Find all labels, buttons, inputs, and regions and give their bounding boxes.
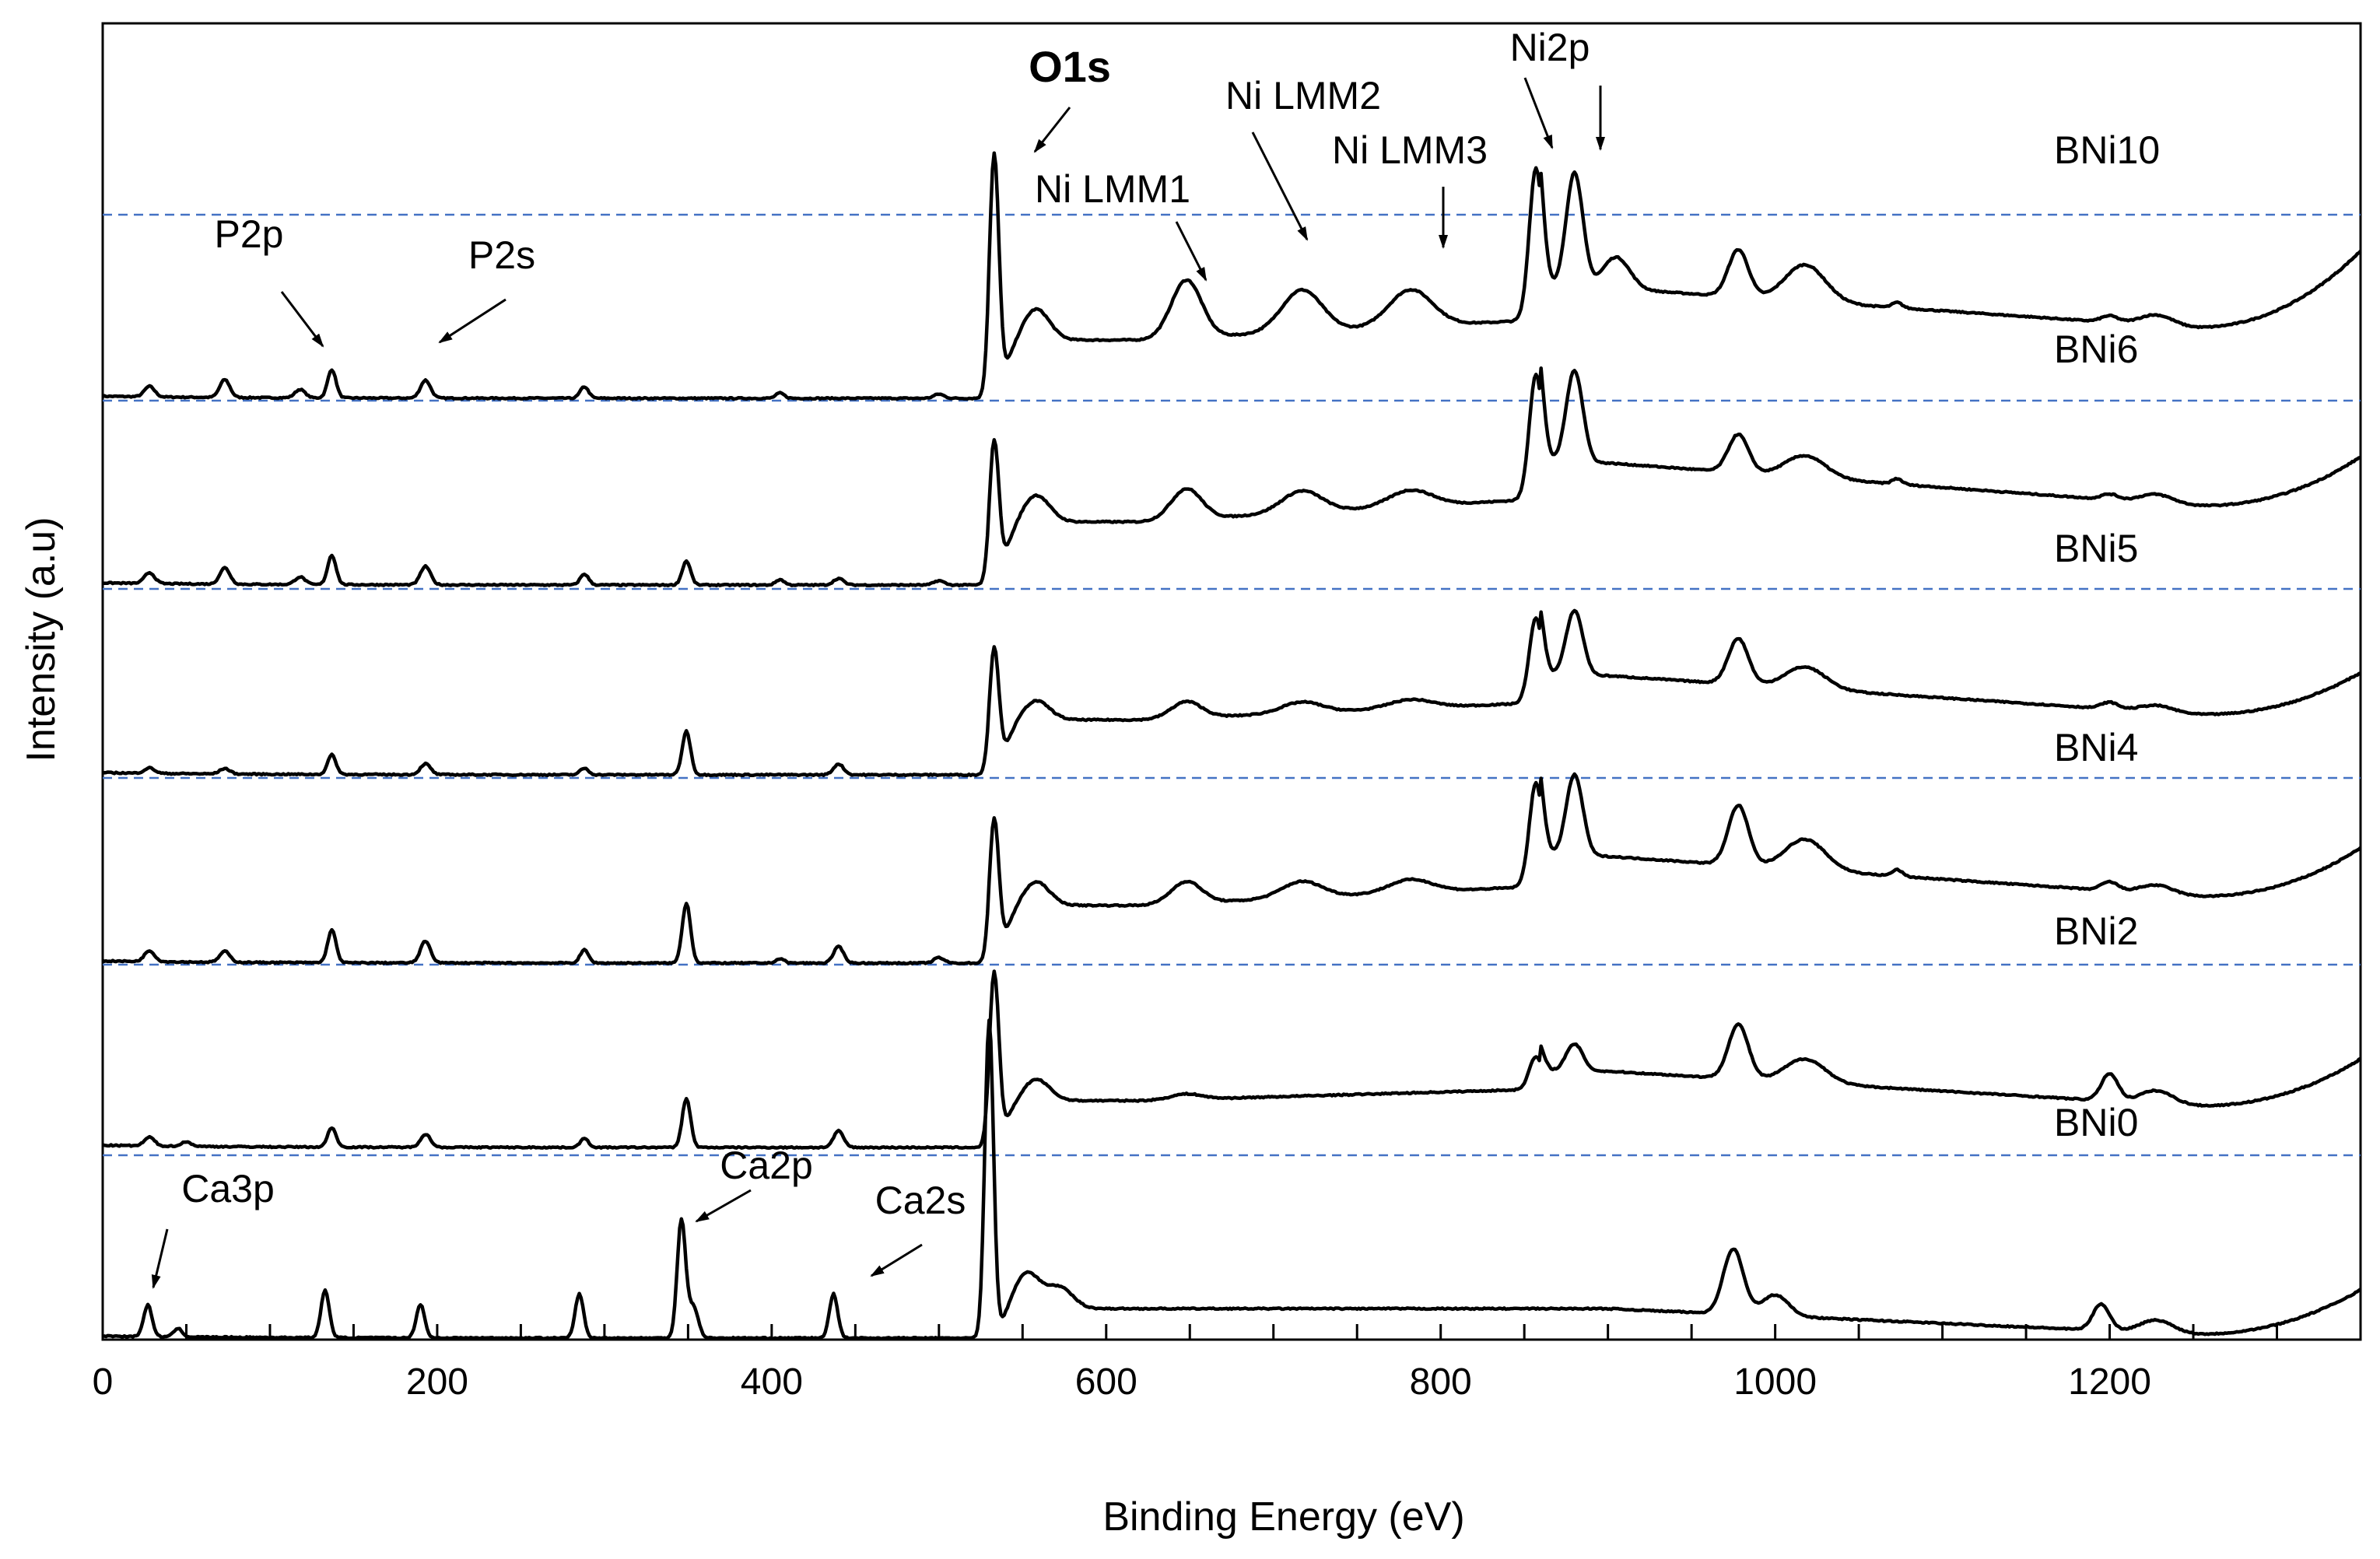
annotation-arrow-o1s (1033, 107, 1071, 153)
annotation-p2s: P2s (468, 233, 535, 277)
spectra (101, 151, 2362, 1341)
annotation-arrow-ni-lmm2 (1251, 131, 1309, 241)
plot-frame (101, 22, 2362, 1341)
annotation-ca2s: Ca2s (875, 1179, 966, 1222)
annotation-arrow-ni2p (1523, 77, 1554, 149)
annotation-arrow-p2p (280, 291, 324, 348)
annotation-arrow-p2s (438, 298, 506, 344)
x-tick-label: 1200 (2068, 1361, 2151, 1403)
annotation-p2p: P2p (215, 212, 284, 256)
annotation-ca2p: Ca2p (720, 1144, 813, 1187)
peak-annotations: O1s Ni LMM1 Ni LMM2 Ni LMM3 Ni2p P2p P2s Ca3p Ca… (151, 26, 1605, 1289)
sample-label-BNi4: BNi4 (2054, 726, 2138, 769)
spectrum-BNi4 (101, 772, 2362, 966)
annotation-ni-lmm1: Ni LMM1 (1035, 167, 1190, 211)
annotation-arrow-ca2s (870, 1243, 923, 1277)
sample-label-BNi5: BNi5 (2054, 527, 2138, 570)
annotation-arrow-ni-lmm1 (1175, 221, 1208, 282)
spectrum-BNi2 (102, 969, 2362, 1151)
annotation-ni-lmm3: Ni LMM3 (1332, 128, 1488, 172)
spectrum-BNi5 (102, 608, 2361, 778)
sample-label-BNi6: BNi6 (2054, 328, 2138, 371)
sample-label-BNi2: BNi2 (2054, 909, 2138, 953)
spectrum-BNi6 (102, 366, 2361, 588)
annotation-arrow-ca3p (151, 1228, 169, 1289)
annotation-o1s: O1s (1029, 42, 1111, 91)
x-axis-title: Binding Energy (eV) (1102, 1494, 1464, 1540)
annotation-ni-lmm2: Ni LMM2 (1225, 74, 1381, 117)
x-axis-ticks: 0 200 400 600 800 1000 1200 (93, 1324, 2362, 1403)
sample-labels: BNi10 BNi6 BNi5 BNi4 BNi2 BNi0 (2054, 128, 2160, 1144)
x-tick-label: 600 (1075, 1361, 1137, 1403)
x-tick-label: 200 (406, 1361, 468, 1403)
annotation-ni2p: Ni2p (1510, 26, 1590, 69)
baselines (103, 213, 2361, 1157)
x-tick-label: 1000 (1733, 1361, 1817, 1403)
spectrum-BNi0 (102, 1018, 2362, 1341)
sample-label-BNi0: BNi0 (2054, 1101, 2138, 1144)
annotation-arrow-ca2p (695, 1189, 752, 1223)
annotation-ca3p: Ca3p (181, 1167, 275, 1210)
x-tick-label: 800 (1410, 1361, 1472, 1403)
sample-label-BNi10: BNi10 (2054, 128, 2160, 172)
spectrum-BNi10 (101, 151, 2362, 401)
x-tick-label: 0 (93, 1361, 114, 1403)
y-axis-title: Intensity (a.u) (19, 517, 64, 762)
x-tick-label: 400 (741, 1361, 803, 1403)
